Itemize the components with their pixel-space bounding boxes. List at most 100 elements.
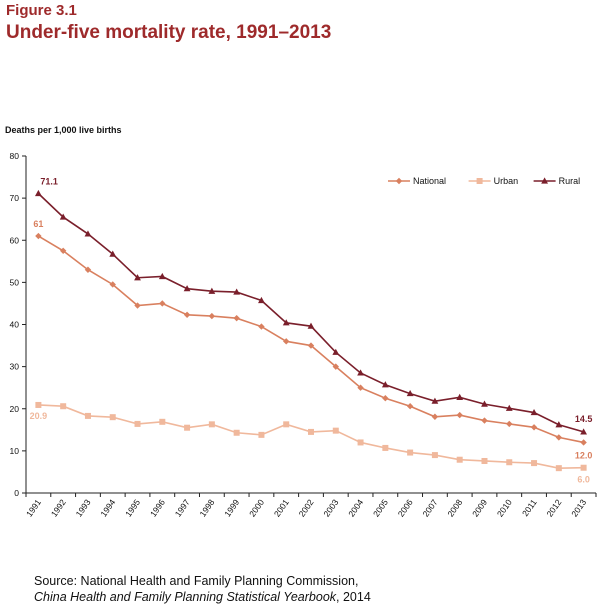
y-tick-label: 30 [10,362,20,372]
data-label: 61 [33,219,43,229]
source-year: , 2014 [336,590,371,604]
y-tick-label: 60 [10,235,20,245]
data-point [159,300,166,307]
series-layer: 61 12.0 20.9 6.0 71.1 14.5 [30,176,593,484]
data-point [159,418,166,425]
x-tick-label: 2012 [544,497,563,518]
x-tick-label: 2010 [495,497,514,518]
series-urban: 20.9 6.0 [30,401,590,485]
data-point [84,230,92,237]
data-point [60,403,67,410]
legend-label: Urban [494,176,519,186]
data-point [59,213,67,220]
data-point [555,465,562,472]
data-point [332,348,340,355]
source-publication: China Health and Family Planning Statist… [34,590,337,604]
source-line-2: China Health and Family Planning Statist… [34,589,371,605]
data-point [406,389,414,397]
figure-label: Figure 3.1 [6,2,77,19]
data-point [282,319,290,326]
legend: National Urban Rural [388,176,580,186]
y-tick-label: 80 [10,151,20,161]
data-point [506,459,513,466]
data-label: 6.0 [577,475,590,485]
data-point [476,178,483,184]
x-tick-label: 2006 [396,497,415,518]
data-point [481,400,488,407]
data-point [308,428,314,435]
x-tick-label: 1996 [148,497,167,518]
source-line-1: Source: National Health and Family Plann… [34,574,359,588]
data-point [531,460,538,467]
data-point [109,414,116,421]
data-label: 12.0 [575,450,593,460]
legend-item-rural: Rural [533,176,580,186]
data-point [233,288,241,295]
legend-label: National [413,176,446,186]
x-tick-label: 1999 [222,497,241,518]
data-point [233,429,240,436]
data-point [395,177,403,185]
data-point [381,381,389,388]
data-point [134,420,141,427]
data-point [307,322,315,329]
x-tick-label: 1992 [49,497,68,518]
data-point [59,247,67,254]
data-point [541,177,548,184]
legend-item-urban: Urban [468,176,519,186]
series-line [38,404,584,469]
y-tick-label: 40 [10,320,20,330]
x-tick-label: 2002 [297,497,316,518]
x-tick-label: 2008 [445,497,464,518]
data-point [555,434,563,441]
y-axis-label: Deaths per 1,000 live births [5,125,122,135]
x-tick-label: 2011 [520,497,539,518]
data-point [84,266,92,273]
data-point [233,314,240,322]
data-point [357,384,364,391]
x-tick-label: 1991 [24,497,43,518]
data-point [134,274,141,281]
series-line [37,235,584,444]
mortality-line-chart: Deaths per 1,000 live births 0 10 20 30 40 50… [5,125,597,519]
data-point [481,417,488,424]
series-line [37,192,584,433]
data-point [580,428,588,435]
data-point [580,439,587,446]
data-point [109,281,116,288]
data-point [258,431,265,438]
data-point [456,411,463,419]
y-tick-label: 20 [10,404,20,414]
data-point [407,449,414,456]
data-label: 14.5 [575,414,593,424]
x-tick-label: 2003 [321,497,340,518]
x-tick-label: 2001 [272,497,291,518]
source-note: Source: National Health and Family Plann… [34,573,371,605]
x-tick-label: 2000 [247,497,266,518]
data-label: 71.1 [40,176,58,186]
x-tick-label: 1997 [173,497,192,518]
data-point [183,285,191,292]
data-point [357,369,364,376]
data-point [283,421,290,428]
data-point [431,397,439,404]
data-point [530,424,538,431]
x-tick-label: 2007 [421,497,440,518]
series-rural: 71.1 14.5 [34,176,593,435]
data-point [580,464,587,471]
data-point [35,232,42,240]
series-national: 61 12.0 [33,219,592,460]
x-tick-label: 1998 [197,497,216,518]
data-point [530,408,538,416]
y-tick-label: 50 [10,277,20,287]
figure-title: Under-five mortality rate, 1991–2013 [6,22,332,43]
data-point [184,424,191,431]
y-tick-label: 10 [10,446,20,456]
data-point [158,272,166,280]
data-point [35,401,42,408]
data-point [258,323,265,330]
data-point [406,403,414,410]
x-tick-label: 1994 [98,497,117,518]
data-point [183,311,191,319]
y-tick-label: 70 [10,193,20,203]
